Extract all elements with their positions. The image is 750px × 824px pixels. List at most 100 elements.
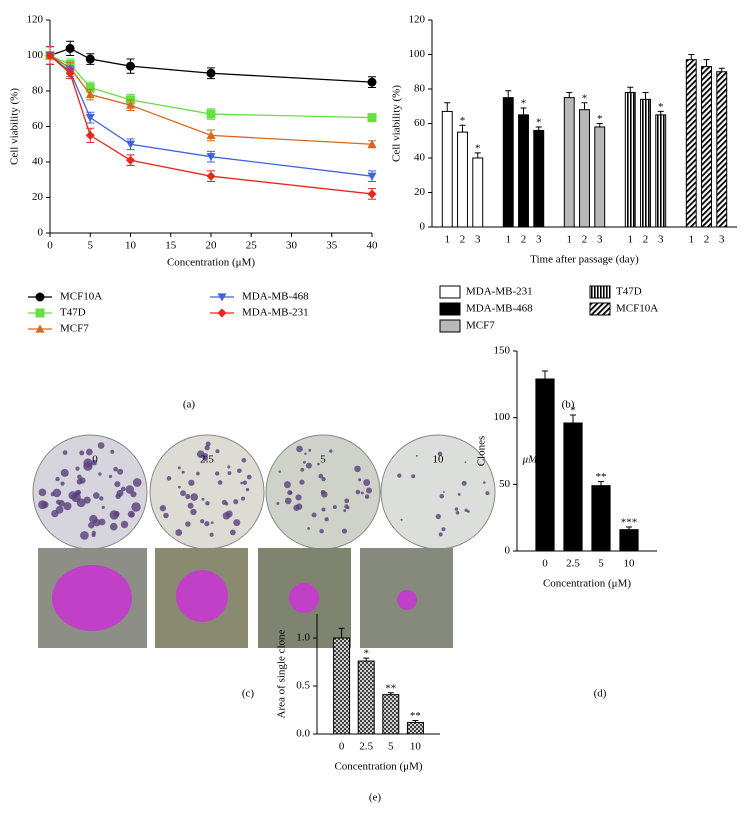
clone-images [32, 434, 496, 648]
bar [406, 721, 424, 735]
significance: * [536, 116, 542, 128]
colony-dot [76, 498, 86, 508]
y-axis-label: Cell viability (%) [9, 88, 21, 165]
colony-dot [293, 504, 300, 512]
colony-dot [305, 462, 312, 469]
colony-dot [196, 471, 200, 476]
colony-dot [411, 474, 416, 479]
legend-label: T47D [60, 307, 86, 319]
legend-label: MCF10A [60, 291, 102, 303]
colony-dot [88, 522, 95, 529]
colony-dot [437, 451, 443, 457]
colony-dot [185, 521, 191, 527]
colony-dot [304, 452, 307, 456]
bar [457, 131, 468, 228]
x-axis-label: Concentration (μM) [543, 578, 631, 590]
colony-dot [308, 448, 312, 452]
x-tick-label: 5 [88, 240, 94, 252]
colony-dot [62, 450, 68, 455]
colony-dot [455, 510, 460, 515]
error-bar [505, 90, 512, 98]
colony-dot [204, 521, 210, 527]
colony-dot [483, 481, 486, 484]
x-tick-label: 10 [624, 558, 636, 570]
significance: * [582, 92, 588, 104]
colony-dot [175, 529, 183, 536]
colony-dot [210, 521, 214, 525]
colony-dot [178, 485, 181, 489]
significance: * [521, 98, 527, 110]
dose-label: 2.5 [200, 454, 214, 466]
colony-dot [125, 485, 135, 494]
colony-dot [116, 489, 124, 497]
x-axis-label: Concentration (μM) [334, 761, 422, 773]
error-bar [474, 152, 481, 158]
y-tick-label: 0.0 [296, 728, 310, 740]
error-bar [363, 657, 370, 662]
colony-dot [358, 478, 362, 482]
error-bar [596, 123, 603, 127]
error-bar [444, 102, 451, 112]
x-tick-label: 3 [719, 234, 725, 246]
marker [85, 114, 95, 123]
colony-dot [400, 518, 403, 521]
marker [126, 100, 135, 109]
colony-dot [58, 500, 65, 507]
colony-dot [129, 512, 135, 518]
colony-dot [196, 450, 205, 458]
colony-dot [360, 491, 364, 495]
x-tick-label: 35 [326, 240, 338, 252]
bar [357, 660, 375, 735]
colony-dot [217, 480, 223, 485]
y-tick-label: 100 [494, 411, 511, 423]
legend-label: MCF7 [466, 320, 495, 332]
bar [535, 378, 555, 552]
y-tick-label: 150 [494, 345, 511, 357]
y-tick-label: 1.0 [296, 632, 310, 644]
x-tick-label: 25 [246, 240, 258, 252]
colony-dot [132, 478, 142, 487]
legend-label: MCF10A [616, 303, 658, 315]
colony-dot [485, 491, 490, 496]
colony-dot [215, 449, 220, 454]
marker [45, 51, 55, 60]
marker [126, 155, 135, 165]
colony-dot [99, 496, 104, 501]
colony-dot [76, 478, 83, 485]
caption: (c) [242, 688, 255, 700]
x-tick-label: 1 [445, 234, 451, 246]
colony-dot [320, 489, 326, 495]
colony-dot [109, 522, 118, 531]
bar [685, 59, 697, 228]
legend-label: MDA-MB-231 [242, 307, 309, 319]
colony-dot [89, 514, 98, 524]
colony-dot [461, 480, 467, 486]
colony-dot [85, 448, 93, 456]
marker [126, 61, 135, 71]
y-tick-label: 60 [32, 120, 44, 132]
x-tick-label: 1 [506, 234, 512, 246]
colony-dot [300, 467, 305, 472]
y-tick-label: 60 [414, 117, 426, 129]
error-bar [718, 67, 725, 72]
significance: ** [385, 682, 396, 694]
colony-dot [55, 476, 60, 482]
bar [502, 97, 514, 228]
bar [563, 422, 583, 552]
colony-dot [278, 470, 282, 473]
colony-dot [202, 453, 209, 459]
colony-dot [187, 502, 194, 509]
bar [382, 694, 400, 735]
colony-dot [227, 471, 232, 475]
colony-dot [318, 473, 324, 479]
y-tick-label: 40 [32, 156, 44, 168]
bar [655, 114, 667, 228]
colony-dot [117, 468, 124, 475]
caption: (e) [369, 792, 382, 804]
x-tick-label: 2 [582, 234, 588, 246]
bar [518, 114, 529, 228]
y-tick-label: 120 [27, 14, 44, 26]
error-bar [459, 124, 466, 133]
marker [65, 43, 75, 53]
bar [591, 485, 611, 552]
